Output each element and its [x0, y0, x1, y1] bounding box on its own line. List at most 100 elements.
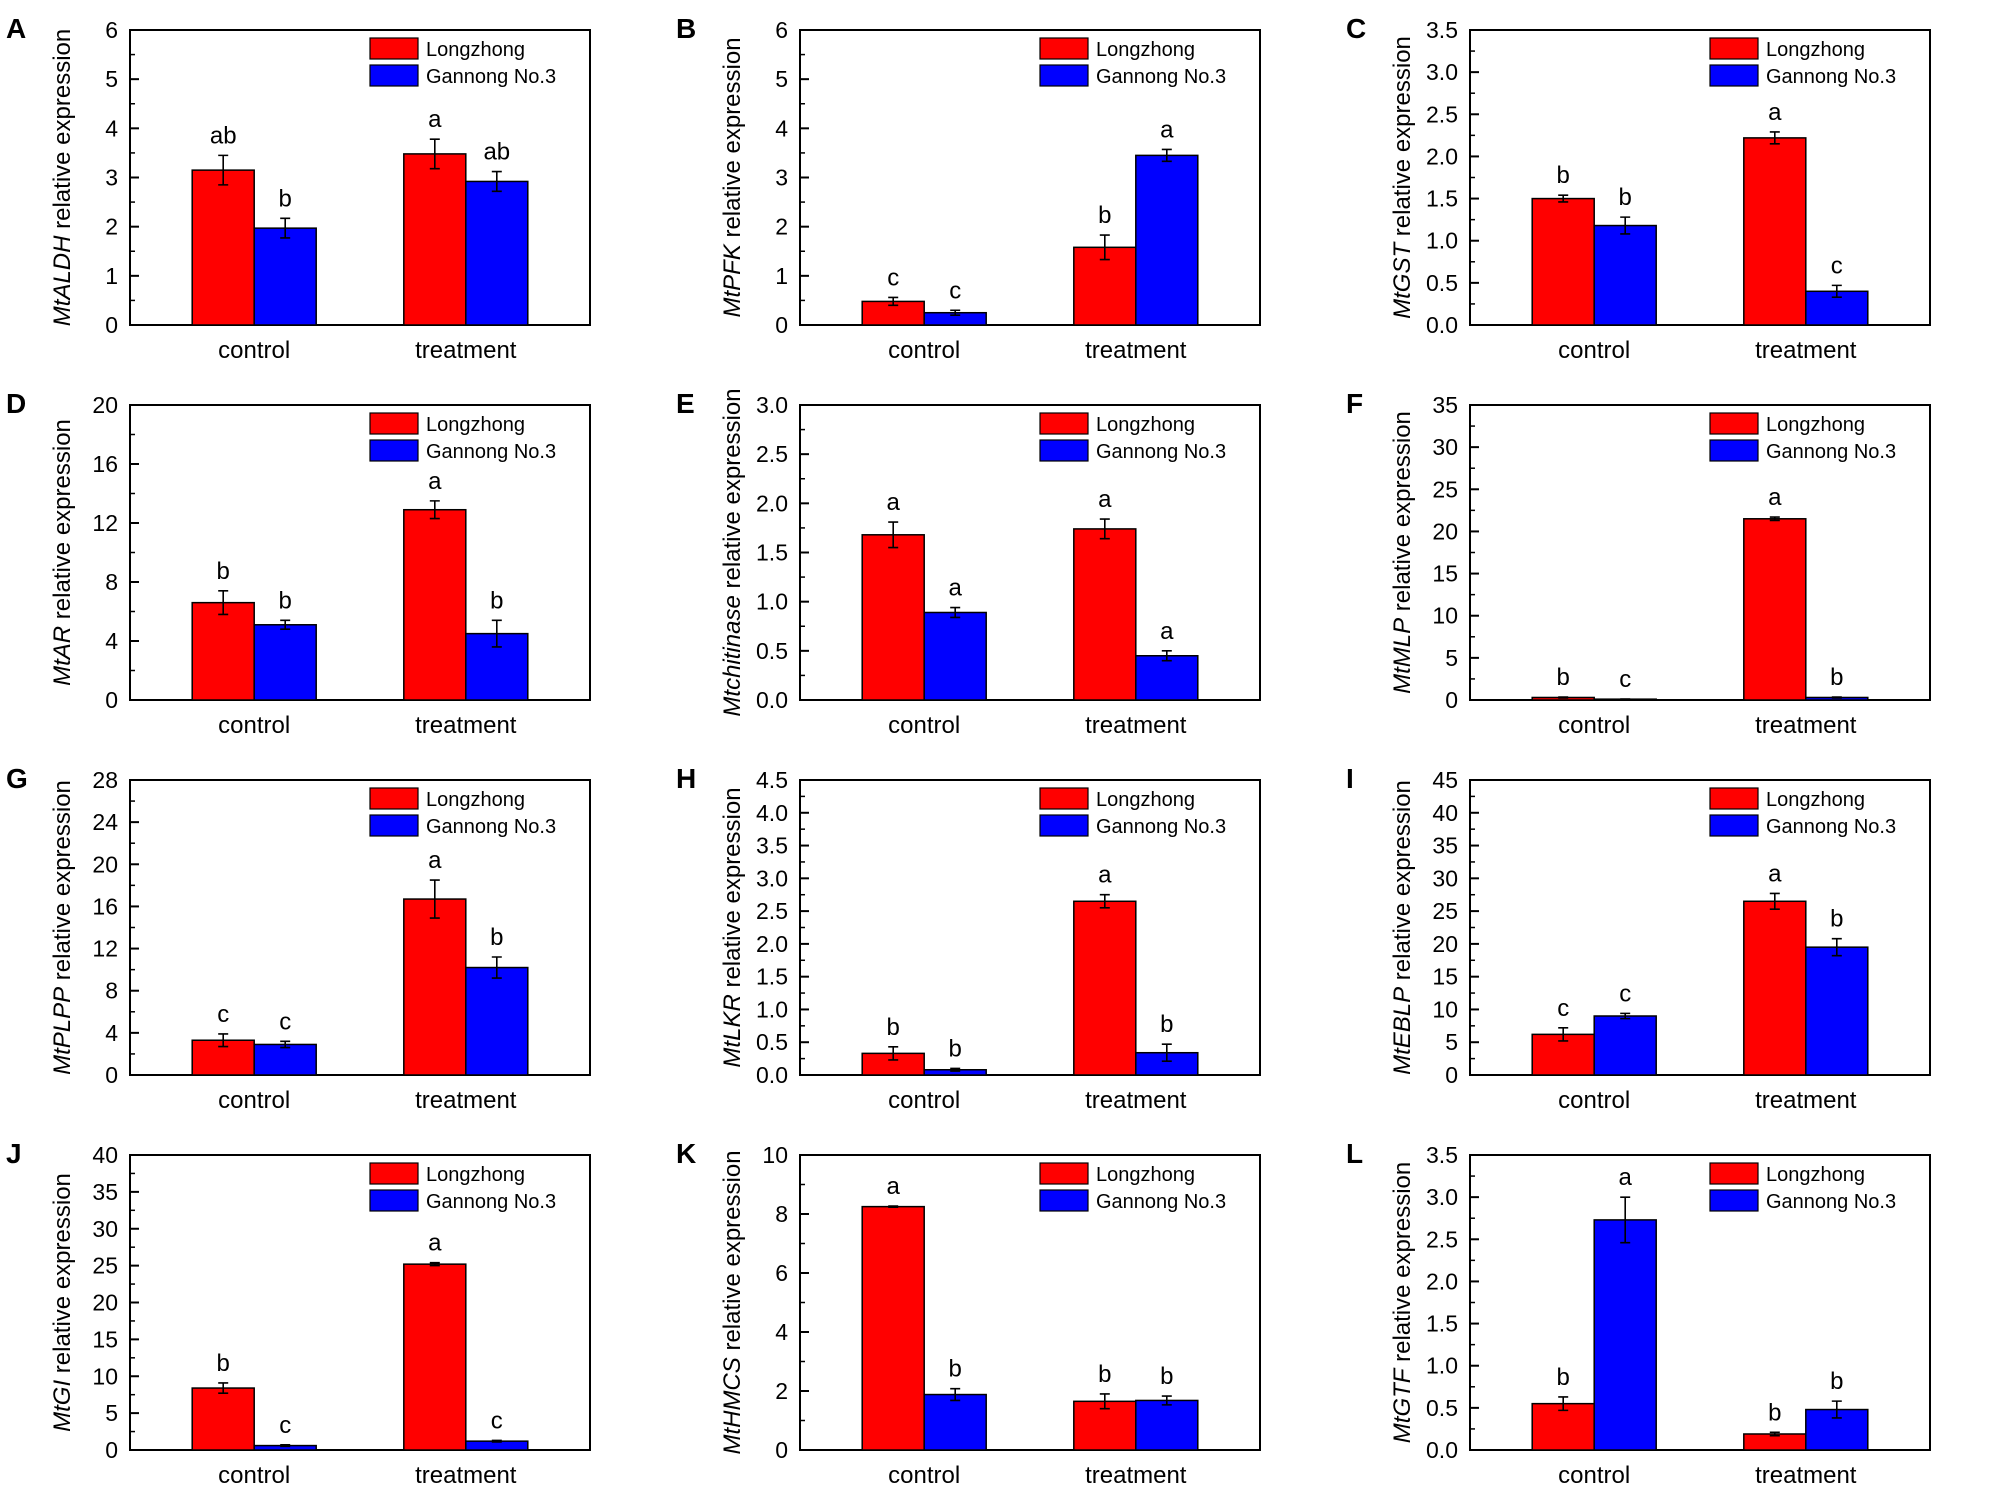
- significance-letter: c: [279, 1412, 291, 1439]
- bar-gannong-control: [1594, 226, 1656, 325]
- y-tick-label: 5: [775, 66, 788, 92]
- significance-letter: b: [887, 1014, 900, 1041]
- y-axis-gene-name: MtLKR: [719, 994, 746, 1067]
- legend-label: Longzhong: [426, 414, 525, 436]
- panel-letter: I: [1346, 763, 1354, 794]
- significance-letter: a: [1619, 1164, 1633, 1191]
- y-tick-label: 2.0: [1426, 143, 1458, 169]
- y-tick-label: 20: [1432, 518, 1458, 544]
- y-tick-label: 30: [1432, 434, 1458, 460]
- significance-letter: c: [279, 1008, 291, 1035]
- y-tick-label: 5: [105, 66, 118, 92]
- bar-longzhong-treatment: [1074, 901, 1136, 1075]
- y-tick-label: 3.0: [756, 392, 788, 418]
- significance-letter: b: [1557, 1364, 1570, 1391]
- error-bar: [1832, 697, 1842, 698]
- y-tick-label: 2.5: [756, 441, 788, 467]
- legend-label: Gannong No.3: [1766, 441, 1896, 463]
- y-tick-label: 1.0: [756, 996, 788, 1022]
- y-tick-label: 25: [1432, 898, 1458, 924]
- y-axis-title-suffix: relative expression: [49, 419, 76, 626]
- significance-letter: b: [1557, 162, 1570, 189]
- x-category-label: control: [218, 1462, 290, 1489]
- x-category-label: treatment: [415, 1087, 517, 1114]
- y-tick-label: 6: [105, 17, 118, 43]
- significance-letter: a: [1768, 99, 1782, 126]
- y-tick-label: 3: [775, 165, 788, 191]
- significance-letter: a: [887, 489, 901, 516]
- x-category-label: control: [218, 337, 290, 364]
- legend-label: Longzhong: [426, 789, 525, 811]
- y-axis-title-suffix: relative expression: [719, 1150, 746, 1357]
- y-axis-title-suffix: relative expression: [1389, 411, 1416, 618]
- significance-letter: ab: [483, 139, 510, 166]
- y-tick-label: 0: [105, 687, 118, 713]
- bar-gannong-control: [254, 1044, 316, 1075]
- legend-swatch-longzhong: [370, 413, 418, 434]
- bar-longzhong-treatment: [1744, 901, 1806, 1075]
- legend-label: Longzhong: [1766, 1164, 1865, 1186]
- y-tick-label: 2.0: [1426, 1268, 1458, 1294]
- x-category-label: control: [1558, 1462, 1630, 1489]
- legend-label: Longzhong: [1766, 39, 1865, 61]
- legend-swatch-gannong: [1710, 1190, 1758, 1211]
- significance-letter: b: [1830, 1368, 1843, 1395]
- significance-letter: a: [1160, 116, 1174, 143]
- significance-letter: a: [1098, 486, 1112, 513]
- legend-swatch-gannong: [370, 65, 418, 86]
- legend-swatch-gannong: [1710, 65, 1758, 86]
- significance-letter: b: [1830, 664, 1843, 691]
- y-tick-label: 35: [1432, 833, 1458, 859]
- bar-longzhong-control: [192, 1388, 254, 1450]
- significance-letter: c: [491, 1407, 503, 1434]
- bar-gannong-control: [254, 625, 316, 700]
- y-axis-title: MtGTF relative expression: [1389, 1162, 1416, 1443]
- panel-letter: A: [6, 13, 26, 44]
- y-tick-label: 1.0: [756, 589, 788, 615]
- legend-label: Gannong No.3: [1096, 66, 1226, 88]
- significance-letter: a: [1098, 862, 1112, 889]
- y-tick-label: 25: [1432, 476, 1458, 502]
- y-axis-title-suffix: relative expression: [49, 780, 76, 987]
- panel-letter: D: [6, 388, 26, 419]
- legend-label: Longzhong: [1096, 414, 1195, 436]
- y-tick-label: 16: [92, 893, 118, 919]
- y-tick-label: 4: [775, 1319, 788, 1345]
- significance-letter: b: [949, 1356, 962, 1383]
- legend-label: Longzhong: [1096, 1164, 1195, 1186]
- x-category-label: treatment: [1755, 712, 1857, 739]
- bar-gannong-control: [924, 612, 986, 700]
- significance-letter: a: [949, 575, 963, 602]
- legend-swatch-gannong: [1710, 440, 1758, 461]
- legend-label: Gannong No.3: [426, 1191, 556, 1213]
- panel-letter: E: [676, 388, 695, 419]
- panel-letter: J: [6, 1138, 22, 1169]
- legend-label: Gannong No.3: [1766, 66, 1896, 88]
- significance-letter: c: [887, 264, 899, 291]
- y-tick-label: 4: [105, 115, 118, 141]
- x-category-label: treatment: [415, 1462, 517, 1489]
- significance-letter: a: [887, 1173, 901, 1200]
- y-axis-gene-name: MtALDH: [49, 235, 76, 326]
- legend-label: Longzhong: [1096, 789, 1195, 811]
- y-tick-label: 20: [1432, 931, 1458, 957]
- y-tick-label: 5: [1445, 645, 1458, 671]
- significance-letter: c: [1619, 666, 1631, 693]
- legend-swatch-longzhong: [370, 788, 418, 809]
- bar-gannong-treatment: [1136, 1400, 1198, 1450]
- x-category-label: control: [218, 1087, 290, 1114]
- x-category-label: control: [1558, 1087, 1630, 1114]
- y-tick-label: 0.5: [756, 1029, 788, 1055]
- y-tick-label: 4: [775, 115, 788, 141]
- legend-swatch-gannong: [370, 440, 418, 461]
